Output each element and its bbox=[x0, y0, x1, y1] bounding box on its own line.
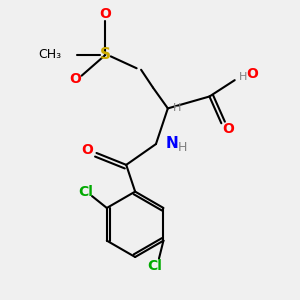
Text: O: O bbox=[222, 122, 234, 136]
Text: H: H bbox=[173, 103, 182, 113]
Text: H: H bbox=[239, 72, 247, 82]
Text: O: O bbox=[100, 7, 111, 21]
Text: Cl: Cl bbox=[78, 184, 93, 199]
Text: CH₃: CH₃ bbox=[38, 48, 61, 62]
Text: S: S bbox=[100, 47, 111, 62]
Text: O: O bbox=[81, 143, 93, 157]
Text: O: O bbox=[69, 72, 81, 86]
Text: O: O bbox=[247, 67, 259, 81]
Text: N: N bbox=[166, 136, 179, 151]
Text: Cl: Cl bbox=[148, 259, 163, 273]
Text: H: H bbox=[178, 141, 188, 154]
